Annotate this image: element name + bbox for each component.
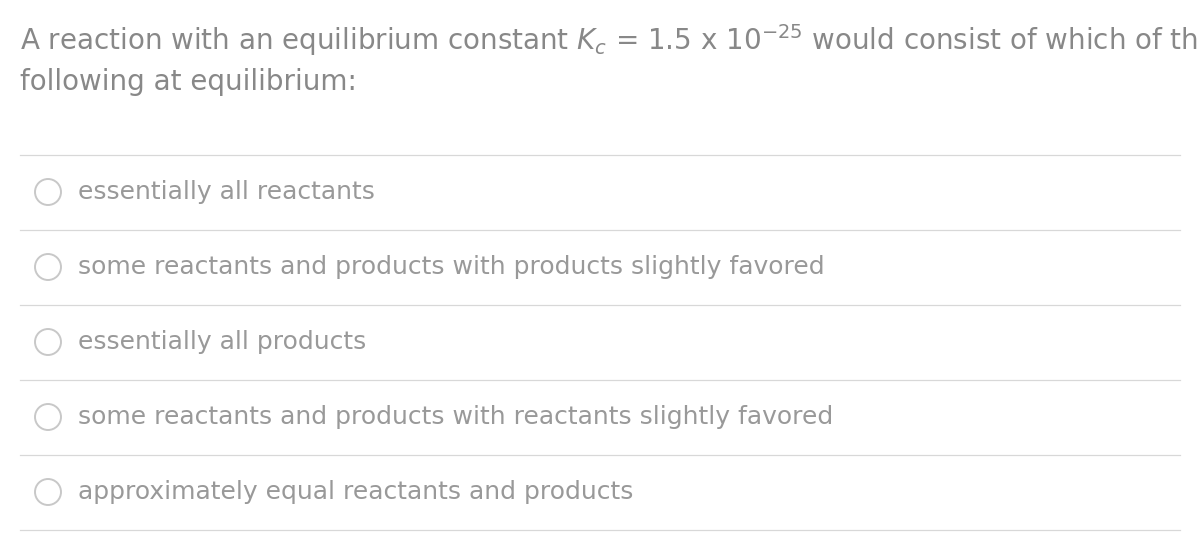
Text: essentially all products: essentially all products	[78, 330, 366, 354]
Text: essentially all reactants: essentially all reactants	[78, 180, 374, 204]
Text: some reactants and products with products slightly favored: some reactants and products with product…	[78, 255, 824, 279]
Text: approximately equal reactants and products: approximately equal reactants and produc…	[78, 480, 634, 504]
Text: following at equilibrium:: following at equilibrium:	[20, 68, 356, 96]
Text: A reaction with an equilibrium constant $\mathit{K_c}$ = 1.5 x 10$^{-25}$ would : A reaction with an equilibrium constant …	[20, 22, 1200, 58]
Text: some reactants and products with reactants slightly favored: some reactants and products with reactan…	[78, 405, 833, 429]
